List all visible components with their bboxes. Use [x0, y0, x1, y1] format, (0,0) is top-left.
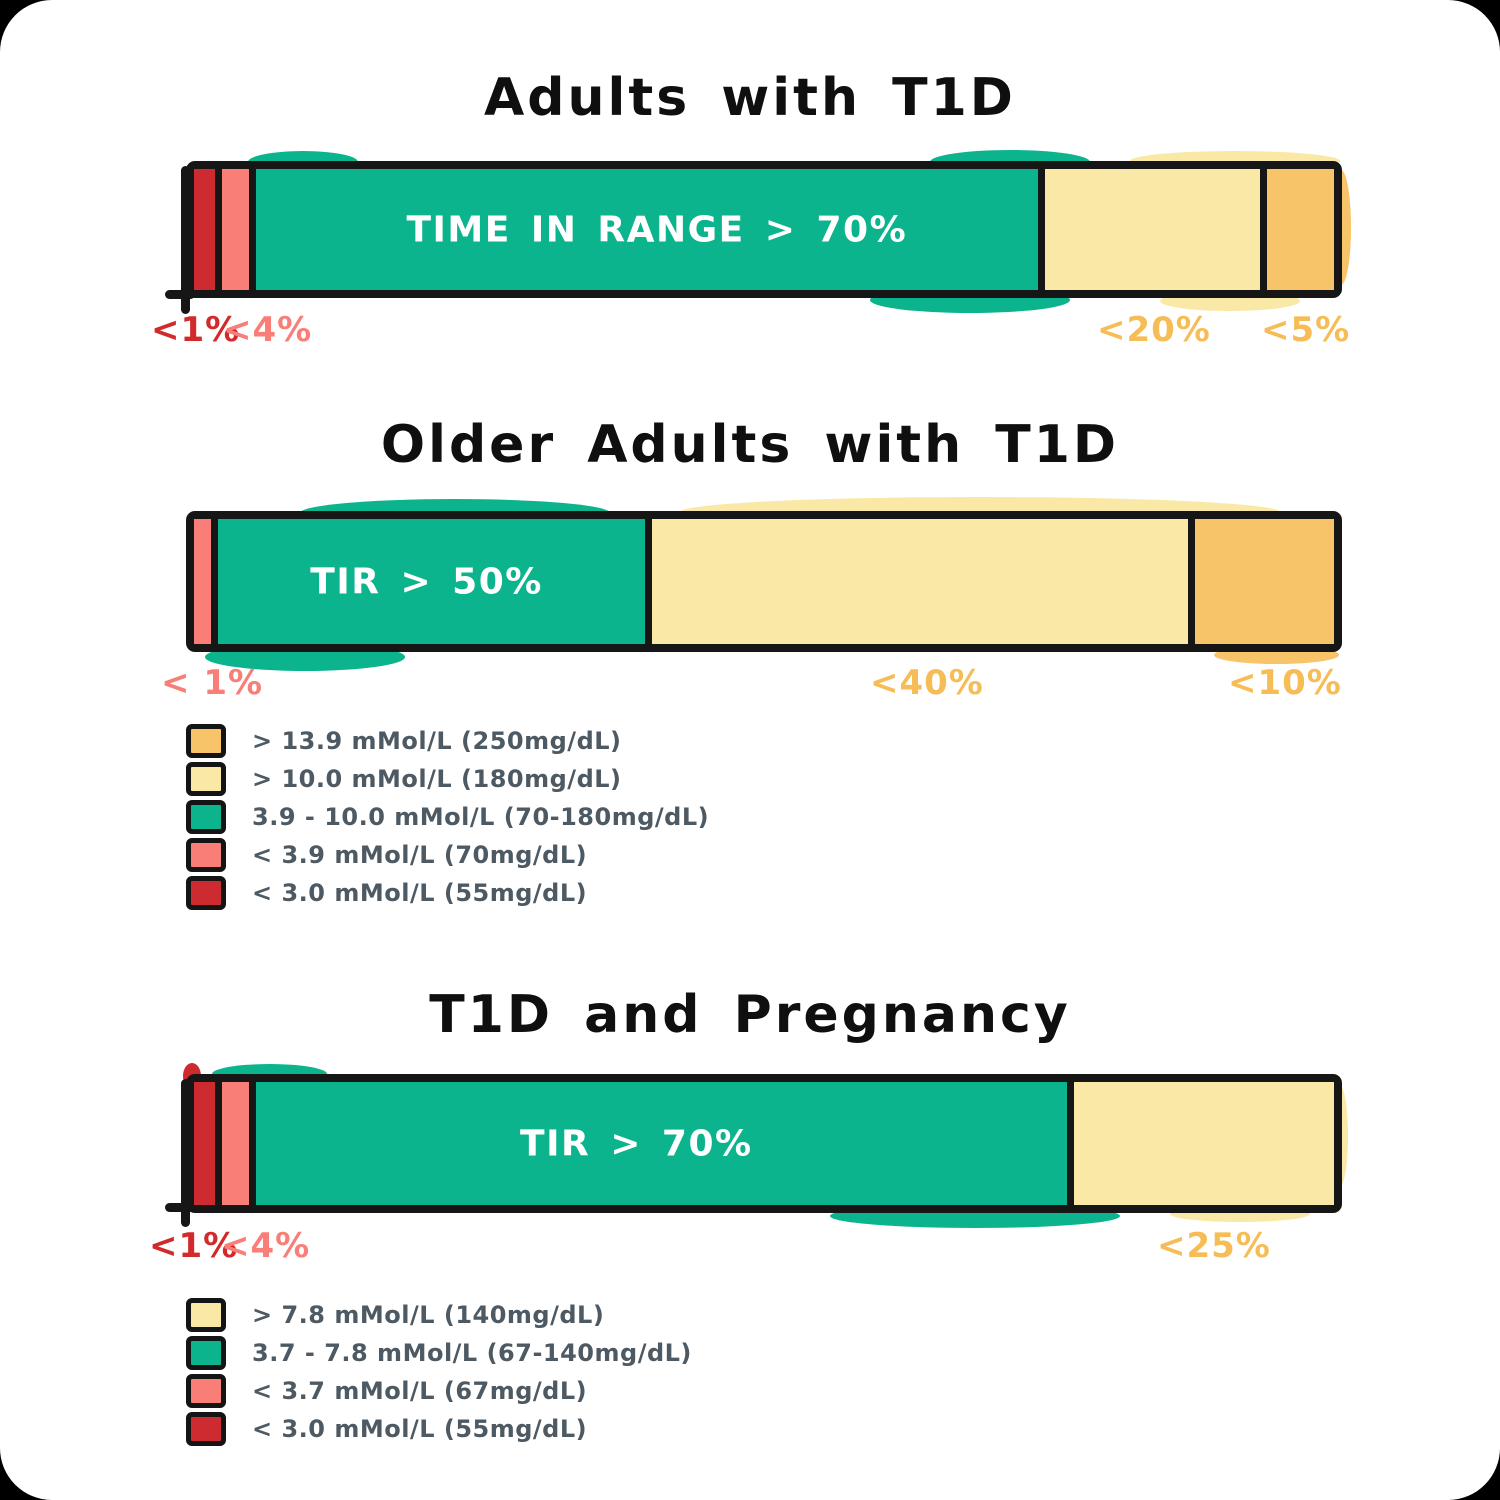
legend-swatch-pink — [186, 838, 226, 872]
legend-label: 3.7 - 7.8 mMol/L (67-140mg/dL) — [252, 1339, 692, 1367]
legend-label: > 10.0 mMol/L (180mg/dL) — [252, 765, 622, 793]
annotation-low: <4% — [221, 1226, 311, 1266]
annotation-high: <20% — [1097, 310, 1211, 350]
legend-label: < 3.0 mMol/L (55mg/dL) — [252, 1415, 588, 1443]
bar-segment-high — [1074, 1082, 1335, 1205]
bar-segment-low — [222, 169, 249, 290]
in-range-bar-label: TIR > 70% — [520, 1123, 753, 1164]
legend-item: > 10.0 mMol/L (180mg/dL) — [186, 762, 709, 796]
legend-label: < 3.7 mMol/L (67mg/dL) — [252, 1377, 588, 1405]
legend-item: < 3.7 mMol/L (67mg/dL) — [186, 1374, 692, 1408]
annotation-high: <40% — [870, 663, 984, 703]
stacked-bar: TIR > 70% — [186, 1074, 1342, 1213]
bar-segment-low — [222, 1082, 250, 1205]
legend-item: < 3.9 mMol/L (70mg/dL) — [186, 838, 709, 872]
chart-title: Adults with T1D — [484, 68, 1016, 128]
bar-segment-in-range — [217, 519, 646, 644]
bar-segment-very-high — [1267, 169, 1334, 290]
bar-segment-very-low — [194, 1082, 216, 1205]
legend-label: < 3.9 mMol/L (70mg/dL) — [252, 841, 588, 869]
bar-segment-in-range — [256, 1082, 1068, 1205]
bar-segment-very-high — [1195, 519, 1334, 644]
in-range-bar-label: TIME IN RANGE > 70% — [406, 209, 908, 250]
legend-mmol-adults: > 13.9 mMol/L (250mg/dL) > 10.0 mMol/L (1… — [186, 724, 709, 914]
axis-tick — [181, 166, 190, 314]
legend-item: < 3.0 mMol/L (55mg/dL) — [186, 876, 709, 910]
stacked-bar: TIME IN RANGE > 70% — [186, 161, 1342, 298]
stacked-bar: TIR > 50% — [186, 511, 1342, 652]
legend-swatch-green — [186, 1336, 226, 1370]
legend-item: 3.7 - 7.8 mMol/L (67-140mg/dL) — [186, 1336, 692, 1370]
legend-swatch-pink — [186, 1374, 226, 1408]
axis-baseline-overshoot — [165, 290, 195, 299]
axis-baseline-overshoot — [165, 1203, 195, 1212]
legend-swatch-green — [186, 800, 226, 834]
annotation-low: < 1% — [161, 663, 264, 703]
legend-mmol-pregnancy: > 7.8 mMol/L (140mg/dL) 3.7 - 7.8 mMol/L … — [186, 1298, 692, 1450]
legend-swatch-dark_red — [186, 876, 226, 910]
legend-item: < 3.0 mMol/L (55mg/dL) — [186, 1412, 692, 1446]
legend-swatch-light_yellow — [186, 1298, 226, 1332]
legend-label: 3.9 - 10.0 mMol/L (70-180mg/dL) — [252, 803, 710, 831]
legend-label: < 3.0 mMol/L (55mg/dL) — [252, 879, 588, 907]
bar-segment-high — [1044, 169, 1261, 290]
annotation-very-high: <10% — [1228, 663, 1342, 703]
bar-segment-high — [652, 519, 1189, 644]
bar-segment-very-low — [194, 169, 216, 290]
annotation-low: <4% — [223, 310, 313, 350]
legend-swatch-light_yellow — [186, 762, 226, 796]
annotation-very-low: <1% — [151, 310, 241, 350]
legend-item: 3.9 - 10.0 mMol/L (70-180mg/dL) — [186, 800, 709, 834]
annotation-very-high: <5% — [1261, 310, 1351, 350]
legend-swatch-orange — [186, 724, 226, 758]
in-range-bar-label: TIR > 50% — [310, 561, 543, 602]
axis-tick — [181, 1079, 190, 1227]
legend-swatch-dark_red — [186, 1412, 226, 1446]
bar-segment-in-range — [255, 169, 1038, 290]
chart-title: T1D and Pregnancy — [429, 985, 1071, 1045]
annotation-very-low: <1% — [149, 1226, 239, 1266]
bar-segment-low — [194, 519, 211, 644]
chart-title: Older Adults with T1D — [380, 415, 1120, 475]
legend-item: > 7.8 mMol/L (140mg/dL) — [186, 1298, 692, 1332]
legend-label: > 13.9 mMol/L (250mg/dL) — [252, 727, 622, 755]
legend-label: > 7.8 mMol/L (140mg/dL) — [252, 1301, 605, 1329]
annotation-high: <25% — [1157, 1226, 1271, 1266]
legend-item: > 13.9 mMol/L (250mg/dL) — [186, 724, 709, 758]
